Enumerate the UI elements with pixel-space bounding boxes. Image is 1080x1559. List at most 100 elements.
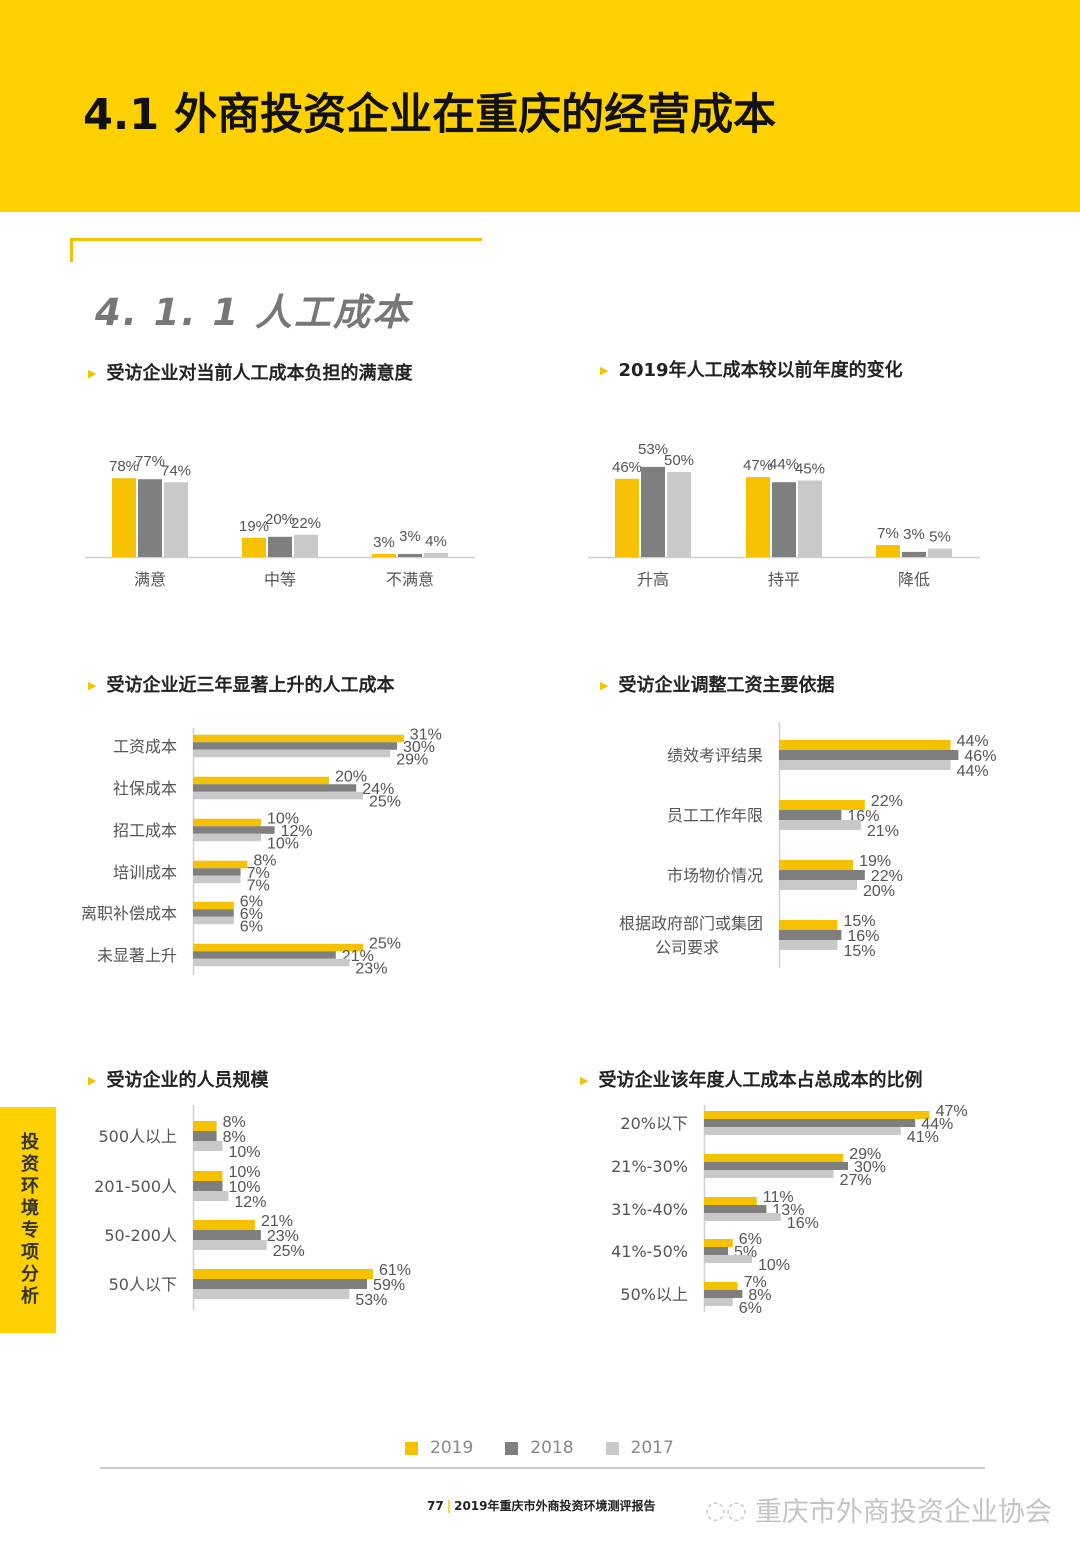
data-label: 11% [763, 1189, 794, 1206]
category-label-line: 公司要求 [655, 938, 719, 957]
data-label: 53% [638, 441, 668, 458]
bar-2017 [704, 1298, 733, 1306]
chart-title-headcount: ▶ 受访企业的人员规模 [88, 1066, 268, 1092]
bar-2019 [193, 1121, 217, 1131]
bar-2018 [779, 810, 842, 820]
data-label: 47% [936, 1103, 968, 1120]
bar-2019 [704, 1197, 757, 1205]
bar-2017 [704, 1170, 834, 1178]
data-label: 10% [758, 1257, 790, 1274]
chart-title-wagebasis: ▶ 受访企业调整工资主要依据 [600, 671, 834, 697]
data-label: 20% [335, 769, 367, 786]
bar-2018 [193, 951, 336, 959]
bar-2019 [193, 734, 404, 743]
data-label: 27% [840, 1172, 872, 1189]
data-label: 8% [253, 853, 276, 870]
bar-2018 [193, 1230, 261, 1240]
legend-swatch [505, 1441, 519, 1455]
bar-2019 [193, 901, 234, 910]
bar-2019 [112, 478, 136, 557]
legend-item-2019: 2019 [405, 1438, 473, 1458]
category-label: 未显著上升 [97, 946, 177, 965]
bar-2019 [876, 545, 900, 557]
data-label: 29% [849, 1146, 881, 1163]
side-tab-label: 投资环境专项分析 [18, 1132, 39, 1308]
data-label: 6% [240, 894, 263, 911]
category-label: 21%-30% [611, 1157, 688, 1176]
bar-2017 [704, 1255, 752, 1263]
data-label: 8% [748, 1287, 771, 1304]
bar-2019 [704, 1154, 844, 1162]
bar-2018 [193, 784, 357, 792]
wechat-icon: ◌◌ [705, 1495, 747, 1524]
data-label: 50% [664, 452, 694, 469]
bar-2017 [704, 1213, 781, 1221]
category-label: 20%以下 [620, 1114, 688, 1133]
bar-2018 [704, 1247, 728, 1255]
data-label: 15% [844, 913, 876, 930]
bar-2017 [294, 534, 318, 557]
data-label: 46% [612, 459, 642, 476]
bar-2017 [779, 760, 951, 770]
bar-2018 [641, 466, 665, 557]
chart-title-costshare: ▶ 受访企业该年度人工成本占总成本的比例 [580, 1066, 922, 1092]
data-label: 44% [921, 1116, 953, 1133]
category-label: 201-500人 [94, 1177, 177, 1196]
data-label: 3% [373, 534, 395, 551]
category-label-line: 50-200人 [104, 1226, 177, 1245]
data-label: 15% [844, 943, 876, 960]
category-label-line: 员工工作年限 [667, 806, 763, 825]
data-label: 6% [240, 906, 263, 923]
triangle-bullet-icon: ▶ [580, 1074, 589, 1087]
category-label-line: 培训成本 [113, 863, 177, 882]
category-label: 50人以下 [109, 1275, 177, 1294]
data-label: 21% [342, 948, 374, 965]
category-label-line: 41%-50% [611, 1242, 688, 1261]
category-label-line: 根据政府部门或集团 [619, 914, 763, 933]
bar-2017 [193, 1240, 267, 1250]
bar-2018 [193, 1279, 368, 1289]
category-label: 升高 [637, 570, 669, 589]
legend-label: 2019 [430, 1438, 474, 1458]
bar-2019 [193, 1171, 223, 1181]
footer-divider [100, 1467, 985, 1469]
category-label-line: 社保成本 [113, 779, 177, 798]
bar-2019 [615, 478, 639, 557]
category-label: 50%以上 [620, 1285, 688, 1304]
chart-title-text: 受访企业的人员规模 [106, 1070, 269, 1091]
section-divider [70, 238, 482, 241]
bar-2017 [193, 791, 363, 800]
category-label-line: 市场物价情况 [667, 866, 763, 885]
data-label: 25% [369, 936, 401, 953]
data-label: 46% [964, 748, 996, 765]
legend-swatch [405, 1441, 418, 1455]
data-label: 19% [239, 518, 269, 535]
data-label: 8% [223, 1129, 246, 1146]
bar-2019 [193, 860, 248, 869]
bar-2018 [138, 479, 162, 557]
bar-2017 [193, 1191, 229, 1201]
bar-2018 [268, 536, 292, 557]
data-label: 7% [877, 525, 899, 542]
data-label: 31% [410, 727, 442, 744]
bar-2018 [772, 482, 796, 557]
category-label: 根据政府部门或集团公司要求 [619, 914, 763, 957]
category-label-line: 20%以下 [620, 1114, 688, 1133]
legend-item-2018: 2018 [505, 1438, 574, 1458]
legend-item-2017: 2017 [605, 1438, 674, 1458]
page-number: 77 [427, 1499, 444, 1513]
category-label-line: 绩效考评结果 [667, 746, 763, 765]
category-label: 不满意 [386, 570, 434, 589]
category-label: 离职补偿成本 [81, 904, 177, 923]
bar-2019 [372, 553, 396, 557]
triangle-bullet-icon: ▶ [88, 679, 97, 692]
bar-2017 [779, 820, 861, 830]
data-label: 77% [135, 453, 165, 470]
bar-2017 [704, 1127, 901, 1135]
category-label: 持平 [768, 570, 800, 589]
legend-label: 2017 [630, 1438, 674, 1458]
category-label: 市场物价情况 [667, 866, 763, 885]
data-label: 22% [291, 515, 321, 532]
data-label: 7% [247, 878, 270, 895]
